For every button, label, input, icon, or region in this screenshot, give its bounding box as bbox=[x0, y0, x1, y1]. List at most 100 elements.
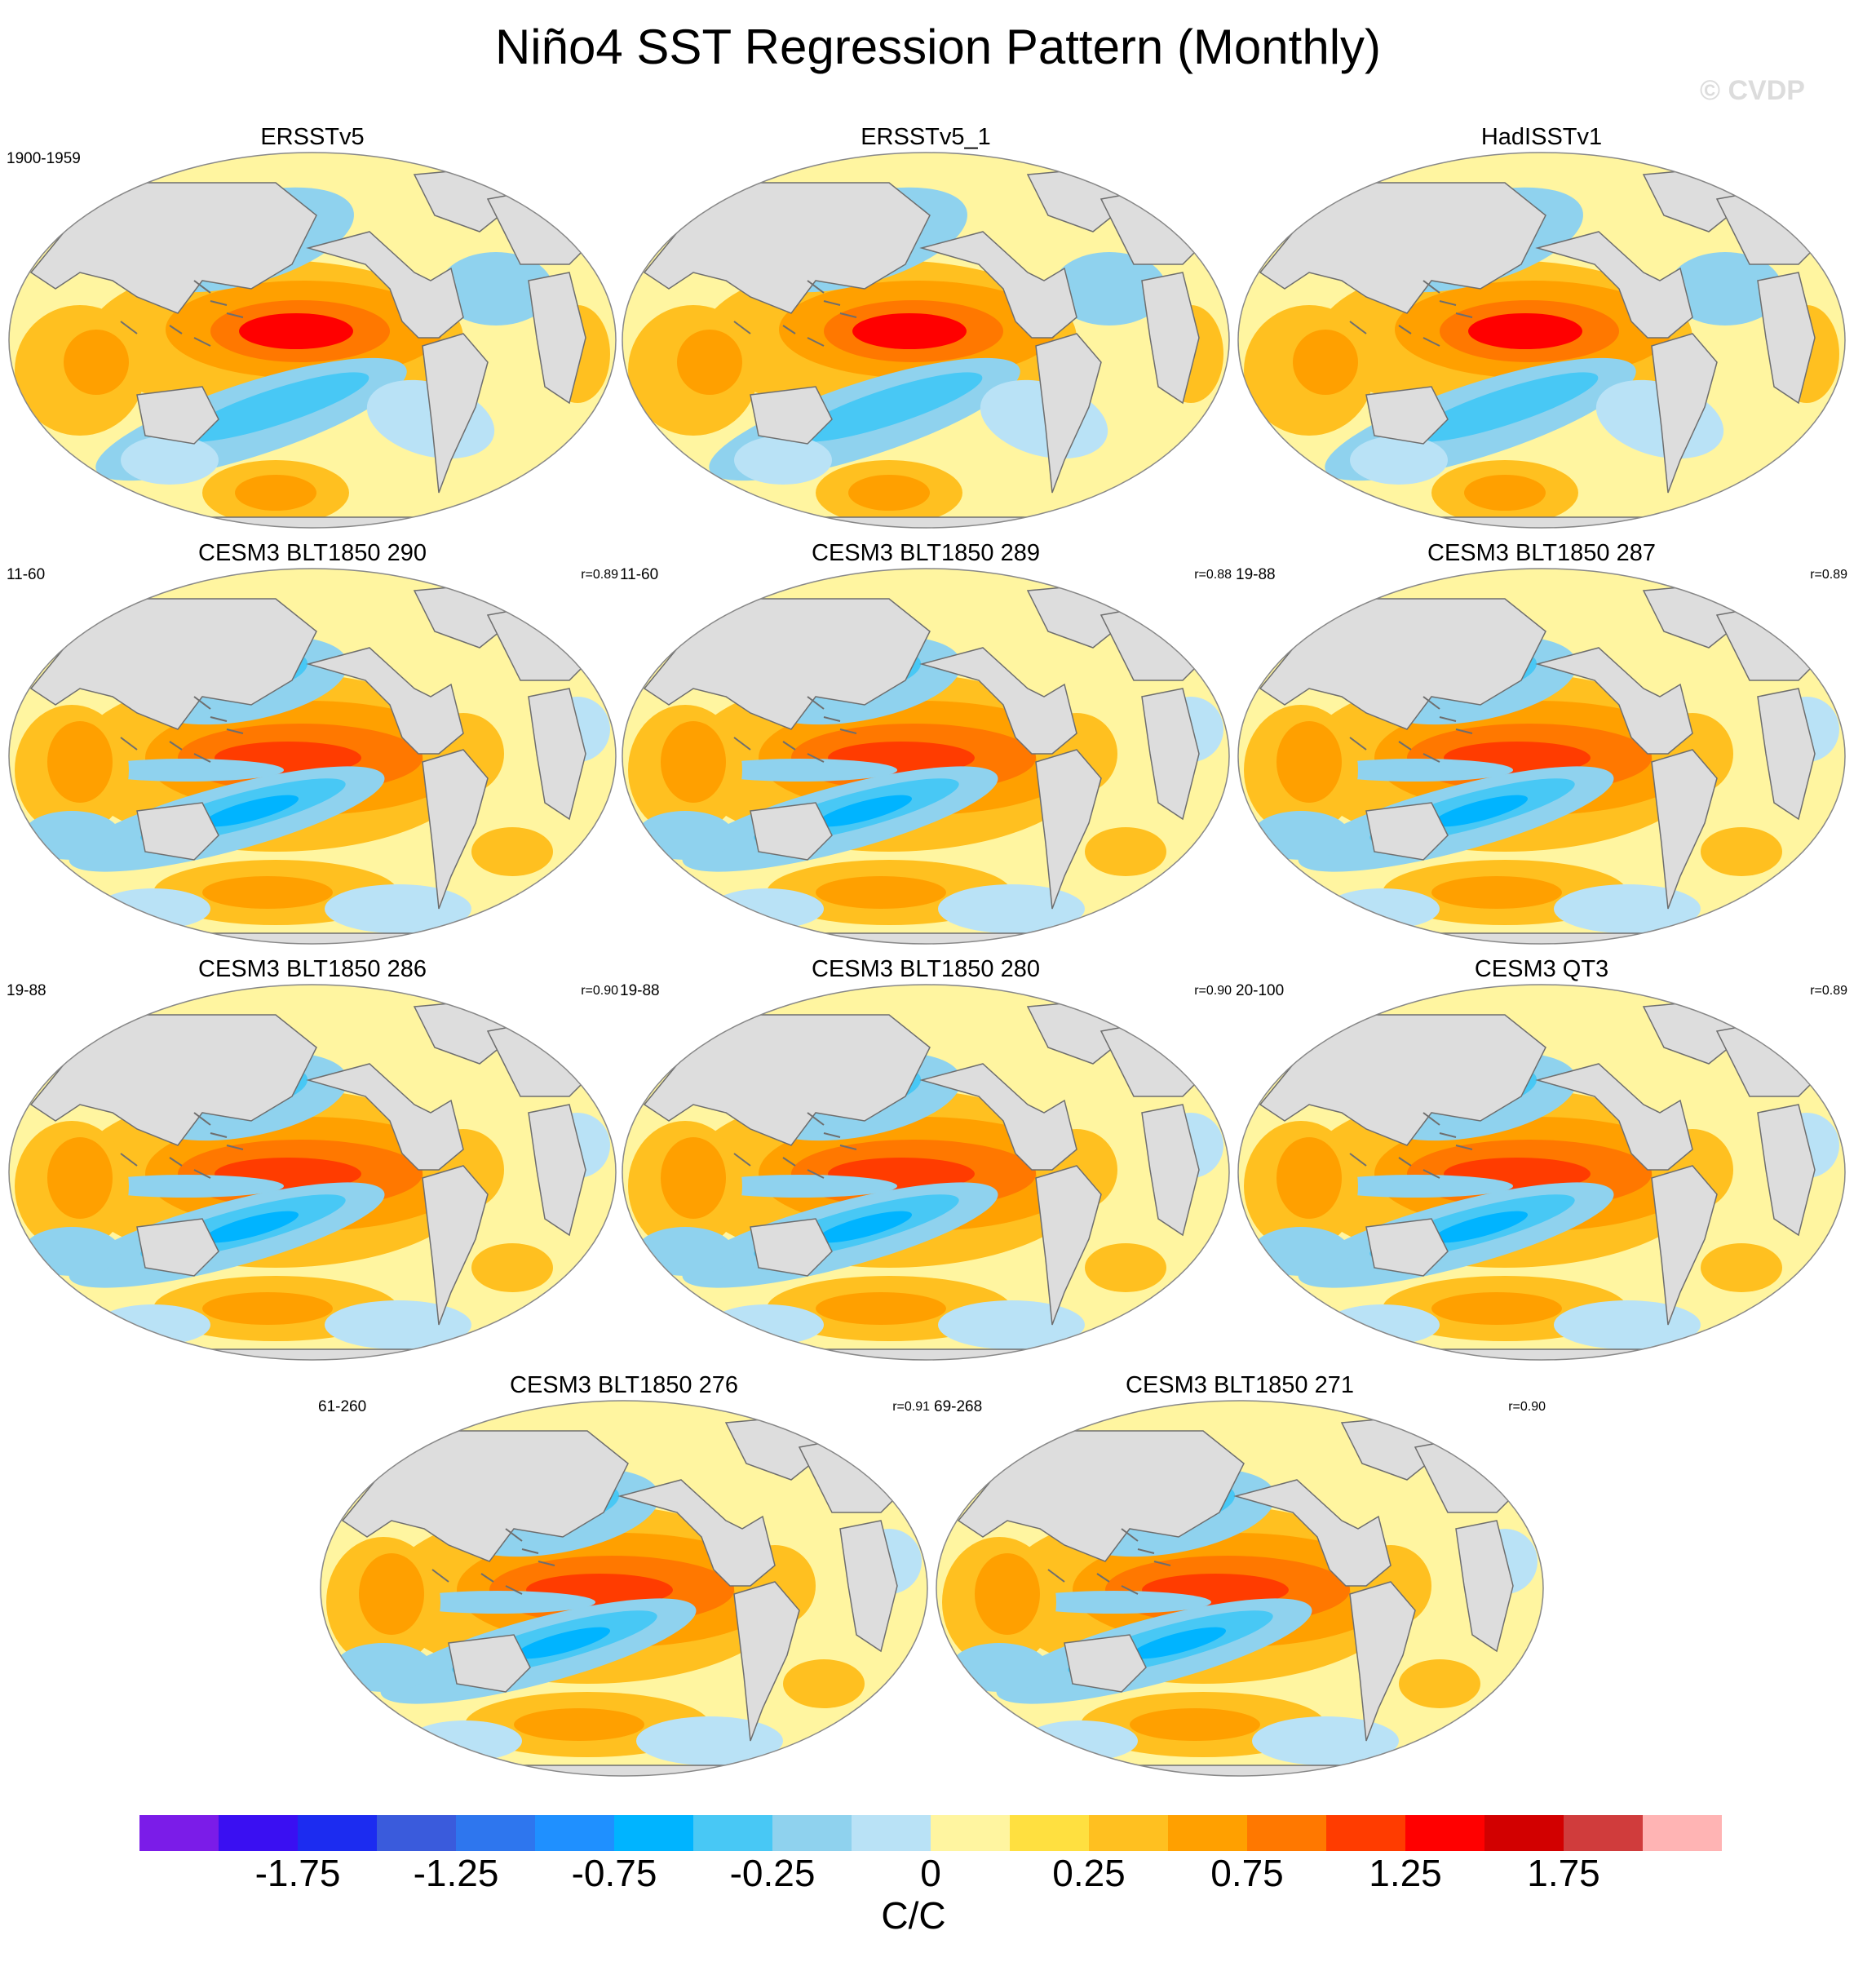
land-mass bbox=[136, 802, 219, 861]
sst-regression-map bbox=[1237, 984, 1846, 1361]
sst-anomaly-contour bbox=[975, 1553, 1040, 1635]
map-panel: ERSSTv5_1 bbox=[620, 122, 1232, 530]
coastline bbox=[839, 1145, 857, 1150]
coastline bbox=[807, 696, 825, 710]
colorbar-tick-label: -1.25 bbox=[413, 1852, 499, 1894]
colorbar-swatch bbox=[219, 1815, 298, 1851]
map-panel: ERSSTv5 1900-1959 bbox=[7, 122, 618, 530]
land-mass bbox=[643, 182, 931, 314]
coastline bbox=[807, 337, 825, 347]
coastline bbox=[1439, 716, 1457, 722]
sst-anomaly-contour bbox=[88, 1175, 284, 1198]
coastline bbox=[193, 696, 211, 710]
sst-anomaly-contour bbox=[1554, 1300, 1701, 1349]
land-mass bbox=[1035, 333, 1102, 494]
sst-regression-map bbox=[622, 152, 1230, 529]
land-mass bbox=[306, 647, 464, 755]
panel-title: CESM3 QT3 bbox=[1474, 956, 1609, 982]
sst-anomaly-contour bbox=[235, 475, 316, 511]
land-mass bbox=[29, 1014, 317, 1146]
sst-anomaly-contour bbox=[239, 313, 353, 349]
panel-title: CESM3 BLT1850 286 bbox=[198, 956, 427, 982]
coastline bbox=[807, 753, 825, 763]
sst-anomaly-contour bbox=[938, 1300, 1085, 1349]
map-border bbox=[1237, 984, 1846, 1361]
sst-regression-map bbox=[936, 1400, 1544, 1777]
map-panel: CESM3 BLT1850 287 19-88 r=0.89 bbox=[1236, 538, 1847, 946]
panel-period: 1900-1959 bbox=[7, 150, 81, 167]
land-mass bbox=[448, 1634, 531, 1693]
land-mass bbox=[422, 333, 489, 494]
colorbar-tick-label: -1.75 bbox=[254, 1852, 341, 1894]
land-mass bbox=[1535, 647, 1693, 755]
panel-correlation: r=0.90 bbox=[1508, 1400, 1546, 1414]
coastline bbox=[120, 321, 138, 334]
coastline bbox=[733, 1153, 751, 1167]
panel-title: CESM3 BLT1850 287 bbox=[1427, 540, 1656, 566]
land-mass bbox=[422, 1165, 489, 1326]
land-mass bbox=[1535, 231, 1693, 339]
sst-anomaly-contour bbox=[400, 1591, 595, 1614]
coastline bbox=[1422, 1169, 1440, 1179]
colorbar-tick-label: 0.75 bbox=[1210, 1852, 1284, 1894]
land-mass bbox=[528, 688, 586, 821]
sst-anomaly-contour bbox=[47, 721, 113, 803]
sst-anomaly-contour bbox=[121, 436, 219, 485]
sst-anomaly-contour bbox=[439, 252, 553, 325]
colorbar-swatch bbox=[456, 1815, 535, 1851]
panel-title: CESM3 BLT1850 290 bbox=[198, 540, 427, 566]
sst-regression-map bbox=[1237, 568, 1846, 945]
coastline bbox=[1137, 1548, 1155, 1554]
sst-anomaly-contour bbox=[359, 1553, 424, 1635]
land-mass bbox=[341, 1430, 629, 1562]
land-mass bbox=[643, 598, 931, 730]
land-mass bbox=[1535, 1063, 1693, 1171]
coastline bbox=[1439, 1132, 1457, 1138]
map-panel: HadISSTv1 bbox=[1236, 122, 1847, 530]
land-mass bbox=[422, 749, 489, 910]
sst-regression-map bbox=[622, 568, 1230, 945]
coastline bbox=[1398, 1157, 1412, 1167]
sst-anomaly-contour bbox=[1701, 1243, 1782, 1292]
sst-anomaly-contour bbox=[938, 884, 1085, 933]
coastline bbox=[1422, 280, 1440, 294]
panel-correlation: r=0.89 bbox=[1810, 568, 1847, 582]
sst-anomaly-contour bbox=[203, 1211, 299, 1243]
coastline bbox=[521, 1548, 539, 1554]
land-mass bbox=[919, 1063, 1077, 1171]
land-mass bbox=[1651, 749, 1718, 910]
land-mass bbox=[750, 386, 833, 445]
panel-title: ERSSTv5 bbox=[260, 124, 365, 150]
coastline bbox=[1455, 728, 1473, 734]
sst-anomaly-contour bbox=[710, 1304, 824, 1345]
sst-anomaly-contour bbox=[1325, 1304, 1440, 1345]
land-mass bbox=[1035, 749, 1102, 910]
land-mass bbox=[528, 1104, 586, 1237]
sst-anomaly-contour bbox=[325, 1300, 471, 1349]
land-mass bbox=[1757, 1104, 1816, 1237]
sst-anomaly-contour bbox=[701, 1175, 897, 1198]
coastline bbox=[782, 1157, 796, 1167]
colorbar-tick-label: -0.25 bbox=[729, 1852, 816, 1894]
sst-anomaly-contour bbox=[202, 1292, 333, 1325]
sst-anomaly-contour bbox=[1432, 795, 1529, 827]
panel-title: ERSSTv5_1 bbox=[861, 124, 991, 150]
sst-anomaly-contour bbox=[661, 721, 726, 803]
land-mass bbox=[839, 1520, 898, 1653]
sst-anomaly-contour bbox=[701, 759, 897, 782]
map-border bbox=[8, 568, 617, 945]
sst-anomaly-contour bbox=[1024, 1720, 1138, 1761]
panel-title: HadISSTv1 bbox=[1480, 124, 1603, 150]
sst-anomaly-contour bbox=[1052, 252, 1166, 325]
colorbar-swatch bbox=[535, 1815, 614, 1851]
sst-anomaly-contour bbox=[1293, 330, 1358, 395]
coastline bbox=[1047, 1569, 1065, 1583]
colorbar-swatch bbox=[1010, 1815, 1089, 1851]
sst-anomaly-contour bbox=[515, 1627, 611, 1659]
colorbar-tick-label: 1.25 bbox=[1369, 1852, 1442, 1894]
land-mass bbox=[136, 1218, 219, 1277]
coastline bbox=[839, 312, 857, 318]
coastline bbox=[226, 1145, 244, 1150]
map-panel: CESM3 BLT1850 271 69-268 r=0.90 bbox=[934, 1371, 1546, 1778]
sst-regression-map bbox=[8, 568, 617, 945]
